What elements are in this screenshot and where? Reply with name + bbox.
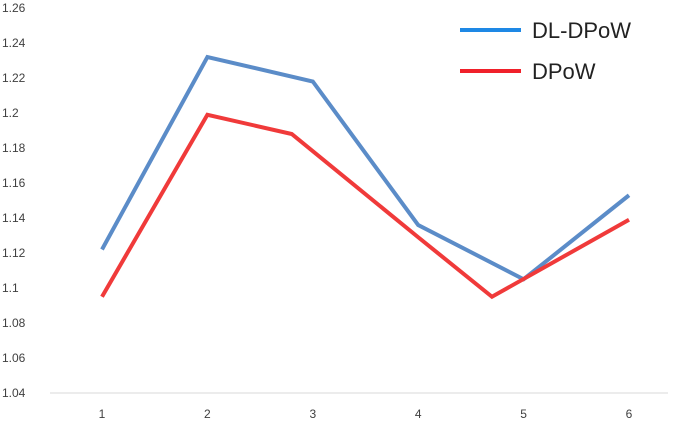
- series-line-dl-dpow: [100, 54, 631, 282]
- x-tick-label: 6: [626, 407, 633, 421]
- legend-label: DL-DPoW: [532, 18, 631, 43]
- y-tick-label: 1.08: [2, 316, 26, 330]
- series-line-dpow: [100, 112, 630, 300]
- y-tick-label: 1.14: [2, 211, 26, 225]
- y-tick-label: 1.04: [2, 386, 26, 400]
- series-layer: [100, 54, 631, 300]
- legend-label: DPoW: [532, 59, 596, 84]
- y-axis: 1.26 1.24 1.22 1.2 1.18 1.16 1.14 1.12 1.1 1.08 1.…: [2, 1, 26, 400]
- x-tick-label: 1: [99, 407, 106, 421]
- x-tick-label: 4: [415, 407, 422, 421]
- y-tick-label: 1.12: [2, 246, 26, 260]
- y-tick-label: 1.06: [2, 351, 26, 365]
- y-tick-label: 1.1: [2, 281, 19, 295]
- legend: DL-DPoW DPoW: [460, 18, 631, 84]
- y-tick-label: 1.2: [2, 106, 19, 120]
- x-axis: 1 2 3 4 5 6: [50, 392, 668, 421]
- x-tick-label: 2: [204, 407, 211, 421]
- x-tick-label: 3: [309, 407, 316, 421]
- y-tick-label: 1.16: [2, 176, 26, 190]
- y-tick-label: 1.24: [2, 36, 26, 50]
- y-tick-label: 1.26: [2, 1, 26, 15]
- y-tick-label: 1.18: [2, 141, 26, 155]
- y-tick-label: 1.22: [2, 71, 26, 85]
- x-tick-label: 5: [520, 407, 527, 421]
